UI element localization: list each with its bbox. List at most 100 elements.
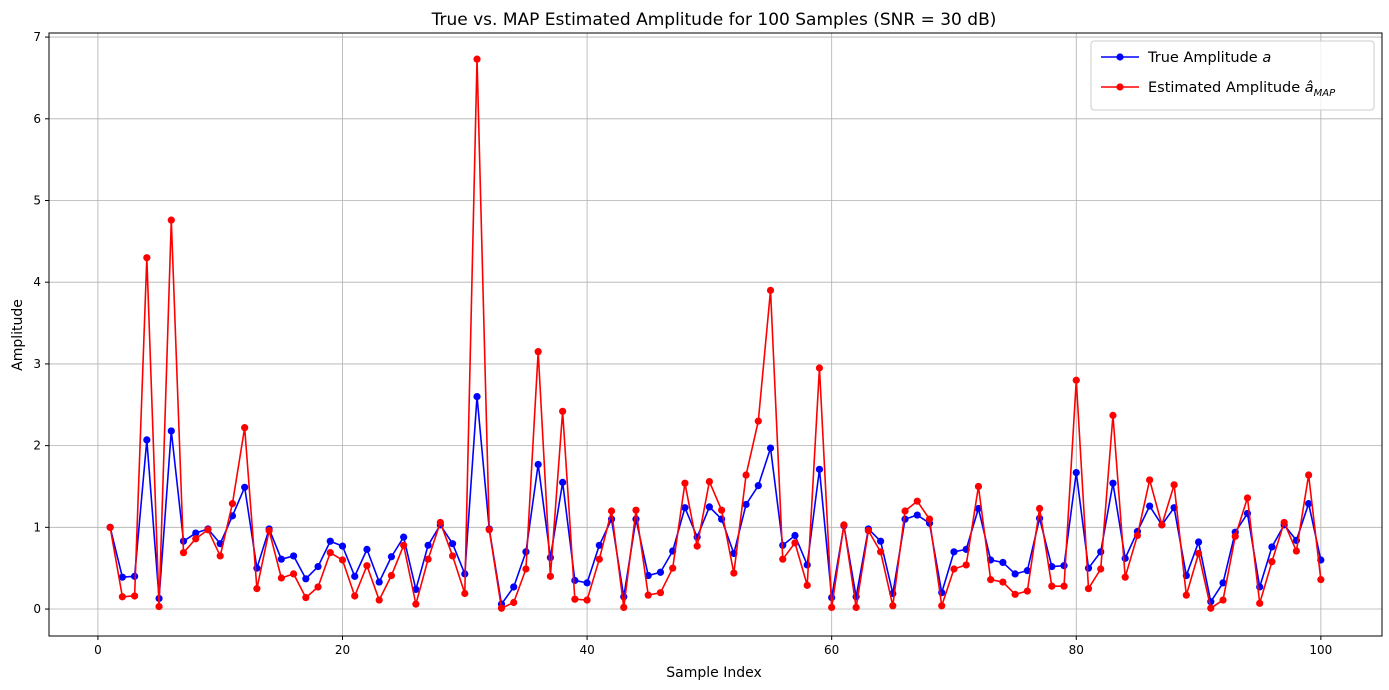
series-1-point [864,526,872,535]
y-tick-label: 3 [33,357,41,371]
series-1-point [375,596,383,604]
series-1-point [155,602,163,611]
series-1-point [962,561,970,569]
series-1-point [1194,549,1203,558]
series-0-point [241,483,249,491]
series-1-point [204,526,212,534]
y-tick-label: 0 [33,602,41,616]
series-0-point [1109,479,1117,487]
series-1-point [314,583,322,591]
series-1-point [192,535,200,543]
series-line-1 [109,58,1322,610]
series-1-point [595,555,603,563]
series-1-point [179,549,188,557]
series-0-point [351,572,359,580]
series-0-point [510,583,518,591]
series-1-point [815,364,824,372]
series-1-point [766,286,775,294]
chart-title: True vs. MAP Estimated Amplitude for 100… [431,10,997,30]
series-0-point [1023,567,1031,575]
series-1-point [1072,376,1080,384]
series-0-point [473,392,481,401]
series-1-point [754,417,762,425]
series-1-point [974,482,983,491]
series-0-point [1219,579,1227,587]
x-tick-label: 0 [94,643,102,657]
series-1-point [400,541,408,549]
x-tick-label: 60 [824,643,839,657]
series-1-point [1268,558,1276,566]
legend-label-estimated: Estimated Amplitude âMAP [1148,80,1336,99]
series-1-point [669,564,677,572]
series-1-point [1182,591,1190,599]
series-0-point [742,500,750,509]
series-0-point [974,504,983,513]
series-1-point [1023,587,1031,595]
series-1-point [228,500,237,508]
y-tick-label: 4 [33,275,41,289]
series-1-point [632,506,640,514]
series-1-point [901,507,909,515]
series-1-point [828,603,836,612]
series-1-point [143,254,151,262]
series-0-point [314,562,322,571]
series-1-point [461,589,469,598]
series-0-point [118,573,126,581]
series-0-point [815,465,824,473]
series-0-point [559,478,567,486]
series-0-point [192,529,200,537]
series-1-point [1121,573,1129,581]
series-1-point [1207,604,1215,612]
series-0-point [803,561,811,569]
series-1-point [1035,504,1044,513]
series-0-point [1146,502,1154,510]
series-1-point [1292,547,1300,555]
series-1-point [1011,590,1019,598]
series-1-point [1231,532,1239,540]
series-1-point [241,424,249,432]
series-0-point [326,537,334,545]
x-tick-label: 20 [335,643,350,657]
series-1-point [412,600,420,608]
series-1-point [289,570,298,578]
legend-marker-true [1116,53,1124,61]
series-1-point [534,348,542,356]
series-0-point [277,555,285,563]
series-1-point [1048,582,1056,590]
series-1-point [938,602,946,610]
series-0-point [522,548,530,556]
series-1-point [1133,531,1142,540]
series-1-point [950,565,958,573]
series-1-point [1170,481,1178,489]
series-1-point [583,596,591,604]
series-1-point [302,593,310,602]
series-0-point [400,533,408,541]
series-1-point [889,602,897,610]
series-1-point [913,497,921,505]
y-axis-label: Amplitude [10,299,26,371]
series-0-point [1072,468,1080,477]
series-1-point [644,591,652,599]
series-1-point [253,585,261,593]
series-1-point [693,542,701,550]
series-0-point [1048,562,1056,571]
series-0-point [681,504,689,512]
y-tick-label: 1 [33,520,41,534]
series-1-point [216,552,224,560]
x-tick-label: 40 [579,643,594,657]
series-0-point [1305,500,1313,508]
series-0-point [387,553,396,561]
series-0-point [950,548,958,556]
series-1-point [620,603,628,612]
series-1-point [742,471,750,479]
series-0-point [302,575,310,583]
series-1-point [338,556,347,564]
series-0-point [1268,543,1276,551]
series-1-point [497,604,506,612]
series-1-point [791,539,799,547]
series-1-point [779,555,787,563]
series-0-point [448,540,457,548]
series-0-point [412,585,420,594]
series-0-point [571,576,579,585]
series-1-point [510,598,518,607]
